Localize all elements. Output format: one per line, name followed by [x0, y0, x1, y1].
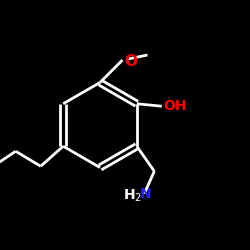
- Text: 2: 2: [134, 193, 140, 203]
- Text: H: H: [124, 188, 135, 202]
- Text: N: N: [140, 188, 151, 202]
- Text: OH: OH: [163, 99, 186, 113]
- Text: O: O: [124, 54, 138, 69]
